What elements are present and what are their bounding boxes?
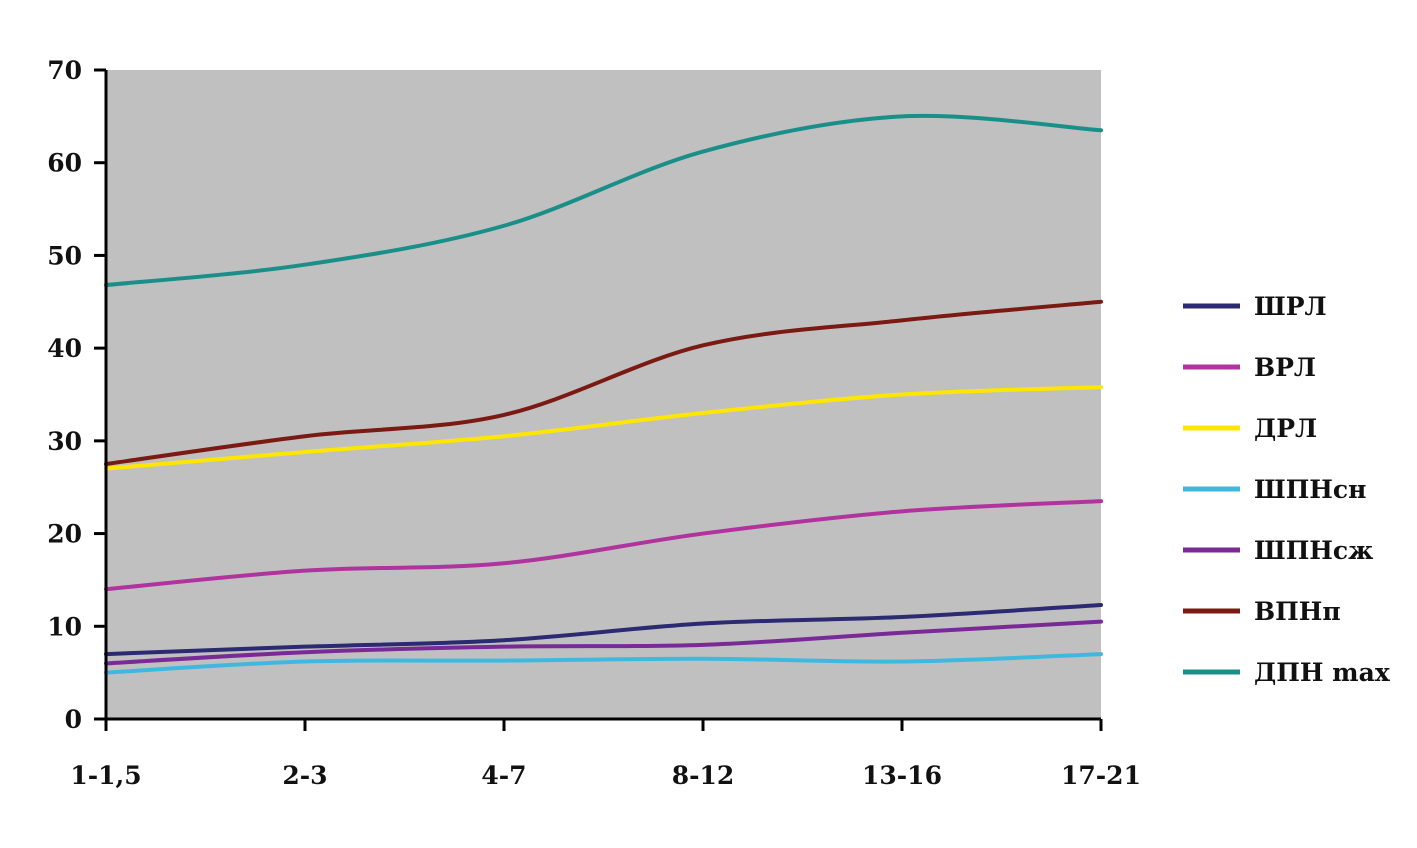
x-tick-label: 2-3 [282, 761, 327, 790]
legend-label-6: ВПНп [1254, 597, 1341, 626]
series-line-2 [104, 499, 1103, 592]
legend: ШРЛ ВРЛ ДРЛ ШПНсн ШПНсж ВПНп ДПН max [1183, 292, 1391, 687]
y-tick-label: 30 [47, 427, 82, 456]
legend-label-5: ШПНсж [1254, 536, 1373, 565]
y-tick-label: 70 [47, 56, 82, 85]
y-tick-label: 10 [47, 612, 82, 641]
series-line-1 [104, 602, 1103, 657]
legend-label-7: ДПН max [1254, 658, 1391, 687]
legend-label-4: ШПНсн [1254, 475, 1366, 504]
y-tick-label: 0 [65, 705, 82, 734]
x-tick-label: 13-16 [862, 761, 942, 790]
series-line-4 [104, 652, 1103, 675]
x-tick-label: 17-21 [1061, 761, 1141, 790]
axes-layer: 0 10 20 30 40 50 60 70 1-1,5 2-3 4-7 8-12 13-16 17-21 [47, 56, 1141, 790]
y-tick-label: 40 [47, 334, 82, 363]
plot-area [106, 70, 1101, 719]
x-tick-label: 1-1,5 [70, 761, 141, 790]
y-tick-label: 50 [47, 241, 82, 270]
series-line-5 [104, 619, 1103, 666]
x-tick-label: 4-7 [481, 761, 526, 790]
series-layer [104, 113, 1103, 675]
y-tick-label: 60 [47, 149, 82, 178]
legend-label-1: ШРЛ [1254, 292, 1327, 321]
series-line-7 [104, 113, 1103, 288]
x-tick-label: 8-12 [672, 761, 735, 790]
series-line-3 [104, 385, 1103, 471]
legend-label-2: ВРЛ [1254, 353, 1316, 382]
legend-label-3: ДРЛ [1254, 414, 1317, 443]
series-line-6 [104, 299, 1103, 467]
y-tick-label: 20 [47, 520, 82, 549]
